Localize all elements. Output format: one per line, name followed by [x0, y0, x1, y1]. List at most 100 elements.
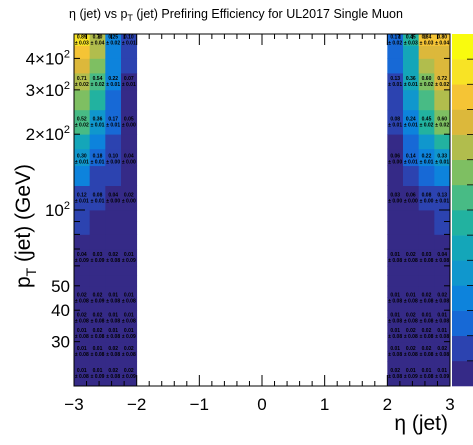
y-tick-label: 30	[51, 333, 70, 352]
color-scale-step	[452, 59, 473, 84]
x-tick-label: −1	[190, 395, 209, 414]
x-tick-label: 1	[320, 395, 329, 414]
cell-error-label: ± 0.02	[91, 82, 105, 88]
cell-error-label: ± 0.00	[122, 199, 136, 205]
heatmap-cell	[403, 275, 419, 286]
cell-error-label: ± 0.01	[106, 122, 120, 128]
heatmap-cell	[387, 134, 403, 149]
cell-error-label: ± 0.09	[91, 298, 105, 304]
heatmap-cell	[90, 58, 106, 73]
color-scale-step	[452, 84, 473, 109]
color-scale-step	[452, 109, 473, 134]
cell-error-label: ± 0.09	[122, 334, 136, 340]
cell-error-label: ± 0.01	[75, 160, 89, 166]
heatmap-cell	[121, 134, 137, 149]
cell-error-label: ± 0.01	[435, 199, 449, 205]
cell-error-label: ± 0.08	[91, 318, 105, 324]
cell-error-label: ± 0.08	[420, 258, 434, 264]
x-tick-label: 2	[383, 395, 392, 414]
heatmap-cell	[74, 222, 90, 235]
cell-error-label: ± 0.08	[404, 258, 418, 264]
heatmap-cell	[90, 166, 106, 186]
heatmap-cell	[74, 210, 90, 222]
cell-error-label: ± 0.01	[122, 41, 136, 47]
heatmap-cell	[105, 90, 121, 110]
y-tick-label: 50	[51, 277, 70, 296]
heatmap-cell	[74, 166, 90, 186]
cell-error-label: ± 0.09	[91, 258, 105, 264]
heatmap-cell	[105, 134, 121, 149]
cell-error-label: ± 0.01	[91, 199, 105, 205]
heatmap-cell	[434, 234, 450, 249]
heatmap-cell	[121, 58, 137, 73]
heatmap-cell	[387, 234, 403, 249]
cell-error-label: ± 0.08	[106, 258, 120, 264]
heatmap-cell	[74, 46, 90, 59]
heatmap-cell	[90, 234, 106, 249]
cell-error-label: ± 0.08	[388, 298, 402, 304]
heatmap-cell	[419, 90, 435, 110]
cell-error-label: ± 0.08	[106, 352, 120, 358]
cell-error-label: ± 0.01	[404, 122, 418, 128]
heatmap-cell	[105, 234, 121, 249]
heatmap-cell	[387, 46, 403, 59]
cell-error-label: ± 0.08	[122, 318, 136, 324]
cell-error-label: ± 0.08	[388, 318, 402, 324]
heatmap-cell	[419, 134, 435, 149]
heatmap-cell	[121, 166, 137, 186]
color-scale-step	[452, 160, 473, 185]
cell-error-label: ± 0.02	[435, 82, 449, 88]
x-tick-label: −3	[64, 395, 83, 414]
heatmap-cell	[121, 266, 137, 276]
heatmap-cell	[74, 58, 90, 73]
cell-error-label: ± 0.01	[75, 199, 89, 205]
heatmap-cell	[387, 266, 403, 276]
heatmap-cell	[434, 222, 450, 235]
heatmap-cell	[90, 134, 106, 149]
heatmap-cell	[90, 266, 106, 276]
cell-error-label: ± 0.01	[122, 82, 136, 88]
cell-error-label: ± 0.08	[435, 258, 449, 264]
heatmap-cell	[105, 266, 121, 276]
cell-error-label: ± 0.00	[122, 160, 136, 166]
heatmap-cell	[121, 90, 137, 110]
cell-error-label: ± 0.09	[435, 374, 449, 380]
cell-error-label: ± 0.00	[106, 199, 120, 205]
heatmap-cell	[434, 166, 450, 186]
heatmap-cell	[434, 266, 450, 276]
heatmap-cell	[121, 46, 137, 59]
heatmap-cell	[90, 210, 106, 222]
heatmap-cell	[403, 234, 419, 249]
cell-error-label: ± 0.01	[420, 160, 434, 166]
cell-error-label: ± 0.08	[435, 352, 449, 358]
cell-error-label: ± 0.08	[435, 334, 449, 340]
heatmap-cell	[419, 234, 435, 249]
cell-error-label: ± 0.08	[388, 352, 402, 358]
cell-error-label: ± 0.03	[75, 41, 89, 47]
color-scale-bar	[452, 34, 473, 386]
cell-error-label: ± 0.03	[404, 41, 418, 47]
color-scale-step	[452, 285, 473, 310]
cell-error-label: ± 0.01	[106, 82, 120, 88]
cell-error-label: ± 0.02	[388, 41, 402, 47]
y-tick-label: 40	[51, 301, 70, 320]
cell-error-label: ± 0.08	[75, 318, 89, 324]
cell-error-label: ± 0.08	[388, 258, 402, 264]
cell-error-label: ± 0.08	[75, 352, 89, 358]
cell-error-label: ± 0.08	[106, 298, 120, 304]
cell-error-label: ± 0.00	[122, 122, 136, 128]
cell-error-label: ± 0.02	[75, 122, 89, 128]
cell-error-label: ± 0.08	[420, 298, 434, 304]
heatmap-cell	[434, 210, 450, 222]
cell-error-label: ± 0.08	[106, 374, 120, 380]
heatmap-cell	[387, 166, 403, 186]
heatmap-cell	[74, 90, 90, 110]
heatmap-cell	[121, 222, 137, 235]
heatmap-cell	[419, 210, 435, 222]
cell-error-label: ± 0.03	[420, 41, 434, 47]
cell-error-label: ± 0.08	[91, 334, 105, 340]
y-tick-label: 4×102	[26, 48, 70, 68]
heatmap-cell	[74, 266, 90, 276]
cell-error-label: ± 0.01	[404, 160, 418, 166]
